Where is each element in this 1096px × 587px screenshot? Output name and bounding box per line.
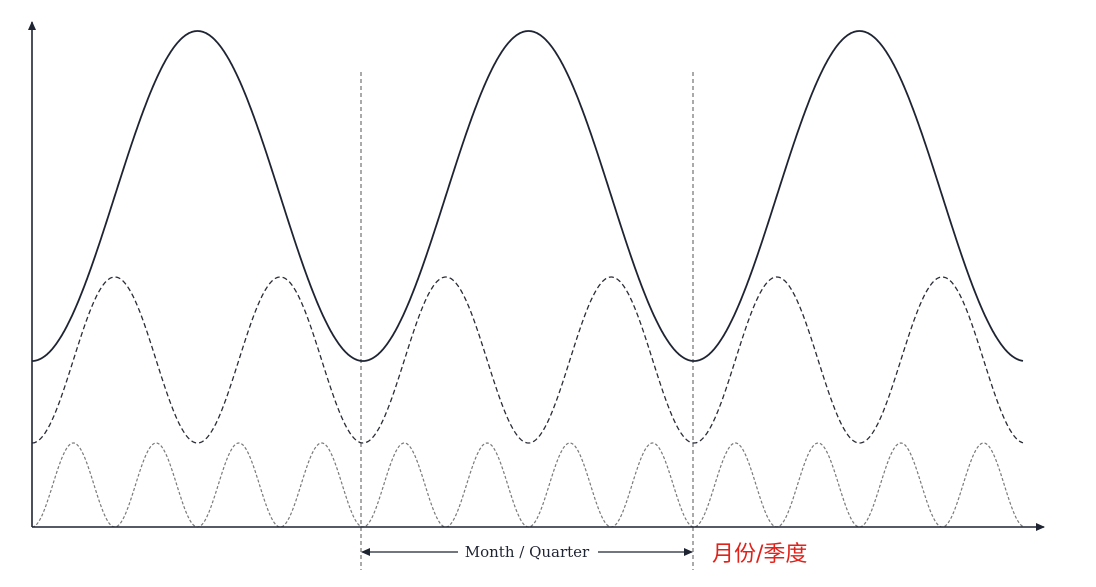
medium-dashed-wave	[31, 276, 1024, 444]
small-dotted-wave	[31, 442, 1024, 528]
period-label: Month / Quarter	[465, 543, 590, 561]
chinese-period-label: 月份/季度	[712, 542, 807, 567]
main-solid-wave	[32, 30, 1024, 362]
